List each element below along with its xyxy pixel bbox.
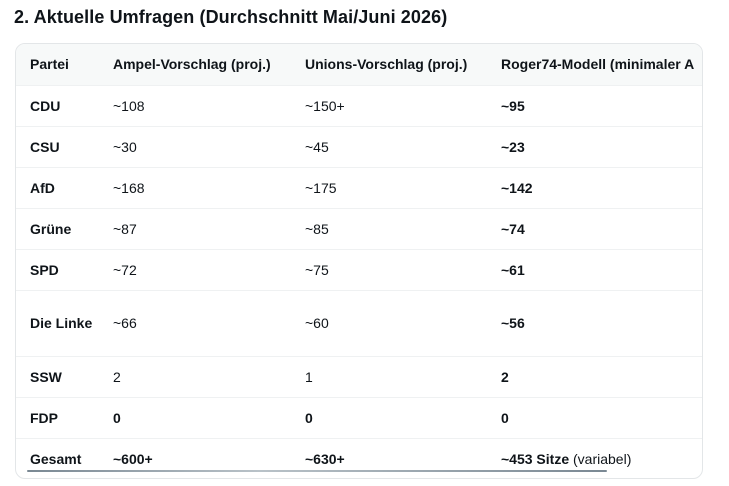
union-cell: ~75 [291,248,487,290]
union-cell: ~60 [291,289,487,356]
horizontal-scrollbar[interactable] [27,470,607,472]
total-suffix: (variabel) [573,450,632,467]
polls-table: Partei Ampel-Vorschlag (proj.) Unions-Vo… [16,44,702,478]
ampel-cell: 0 [99,396,291,438]
table-row: Die Linke ~66 ~60 ~56 [16,289,702,356]
roger74-cell: 0 [487,396,702,438]
table-row: AfD ~168 ~175 ~142 [16,166,702,208]
table-row: SPD ~72 ~75 ~61 [16,248,702,290]
ampel-cell: 2 [99,355,291,397]
party-cell: FDP [16,396,99,438]
header-ampel: Ampel-Vorschlag (proj.) [113,56,271,73]
party-cell: Die Linke [16,289,99,356]
header-union: Unions-Vorschlag (proj.) [305,56,468,73]
party-cell: SPD [16,248,99,290]
table-header-row: Partei Ampel-Vorschlag (proj.) Unions-Vo… [16,44,702,85]
header-roger74: Roger74-Modell (minimaler A [501,56,695,73]
union-cell: 0 [291,396,487,438]
union-cell: ~175 [291,166,487,208]
table-row: CSU ~30 ~45 ~23 [16,125,702,167]
roger74-cell: ~23 [487,125,702,167]
table-container[interactable]: Partei Ampel-Vorschlag (proj.) Unions-Vo… [15,43,703,479]
ampel-cell: ~66 [99,289,291,356]
ampel-cell: ~168 [99,166,291,208]
table-row: FDP 0 0 0 [16,396,702,438]
ampel-cell: ~108 [99,84,291,126]
union-cell: ~150+ [291,84,487,126]
party-cell: SSW [16,355,99,397]
party-cell: CSU [16,125,99,167]
union-cell: ~45 [291,125,487,167]
ampel-cell: ~30 [99,125,291,167]
roger74-cell: ~61 [487,248,702,290]
roger74-cell: ~453 Sitze (variabel) [487,437,702,478]
union-cell: 1 [291,355,487,397]
roger74-cell: ~56 [487,289,702,356]
ampel-cell: ~87 [99,207,291,249]
union-cell: ~630+ [291,437,487,478]
roger74-cell: 2 [487,355,702,397]
ampel-cell: ~72 [99,248,291,290]
party-cell: CDU [16,84,99,126]
roger74-cell: ~95 [487,84,702,126]
union-cell: ~85 [291,207,487,249]
table-row: SSW 2 1 2 [16,355,702,397]
roger74-cell: ~142 [487,166,702,208]
party-cell: Grüne [16,207,99,249]
roger74-cell: ~74 [487,207,702,249]
party-cell: Gesamt [16,437,99,478]
table-row: CDU ~108 ~150+ ~95 [16,84,702,126]
total-seats: ~453 Sitze [501,450,570,467]
header-partei: Partei [30,56,69,73]
ampel-cell: ~600+ [99,437,291,478]
table-row-total: Gesamt ~600+ ~630+ ~453 Sitze (variabel) [16,437,702,478]
table-row: Grüne ~87 ~85 ~74 [16,207,702,249]
party-cell: AfD [16,166,99,208]
section-heading: 2. Aktuelle Umfragen (Durchschnitt Mai/J… [14,7,448,27]
